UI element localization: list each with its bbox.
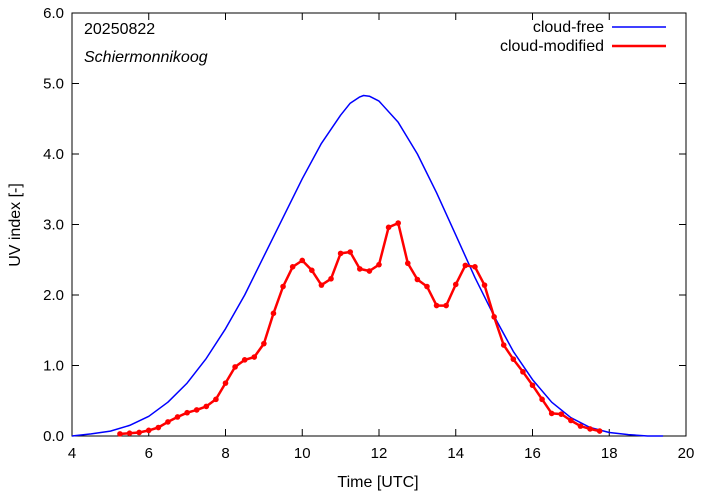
y-tick-label: 1.0 <box>43 358 64 375</box>
data-point-cloud-modified <box>577 423 584 429</box>
x-tick-label: 12 <box>371 445 388 462</box>
data-point-cloud-modified <box>433 302 440 309</box>
data-point-cloud-modified <box>165 419 171 425</box>
data-point-cloud-modified <box>193 407 200 413</box>
y-tick-label: 3.0 <box>43 217 64 234</box>
data-point-cloud-modified <box>472 264 478 270</box>
data-point-cloud-modified <box>366 268 373 274</box>
legend: cloud-free cloud-modified <box>500 19 666 55</box>
data-point-cloud-modified <box>251 354 258 360</box>
data-point-cloud-modified <box>155 424 162 431</box>
data-point-cloud-modified <box>491 314 497 320</box>
y-tick-label: 6.0 <box>43 5 64 22</box>
data-point-cloud-modified <box>414 276 421 283</box>
data-point-cloud-modified <box>126 430 133 436</box>
legend-label-cloud-modified: cloud-modified <box>500 38 604 55</box>
data-point-cloud-modified <box>443 302 449 309</box>
data-point-cloud-modified <box>385 224 392 231</box>
data-point-cloud-modified <box>596 428 603 434</box>
data-point-cloud-modified <box>261 340 267 347</box>
data-point-cloud-modified <box>462 262 469 269</box>
annotation-station: Schiermonnikoog <box>84 49 208 66</box>
x-tick-label: 4 <box>68 445 76 462</box>
data-point-cloud-modified <box>587 426 593 432</box>
x-tick-label: 16 <box>524 445 541 462</box>
x-tick-label: 6 <box>145 445 153 462</box>
data-point-cloud-modified <box>395 220 401 226</box>
y-tick-label: 5.0 <box>43 76 64 93</box>
data-point-cloud-modified <box>424 283 430 290</box>
series-line-cloud-free <box>71 94 663 437</box>
axis-ticks: 4 6 8 10 12 14 16 18 20 0.0 1.0 2.0 3.0 4.0 5.0 6.0 <box>43 5 694 462</box>
x-tick-label: 8 <box>221 445 229 462</box>
data-point-cloud-modified <box>510 356 517 362</box>
x-tick-label: 14 <box>447 445 464 462</box>
series-line-cloud-modified <box>119 221 600 436</box>
data-point-cloud-modified <box>548 410 555 417</box>
data-point-cloud-modified <box>241 357 248 363</box>
data-point-cloud-modified <box>203 403 210 410</box>
data-point-cloud-modified <box>309 267 315 274</box>
data-point-cloud-modified <box>452 281 459 288</box>
data-point-cloud-modified <box>222 380 229 386</box>
y-tick-label: 2.0 <box>43 287 64 304</box>
series-group <box>71 94 663 437</box>
data-point-cloud-modified <box>184 409 190 416</box>
data-point-cloud-modified <box>376 261 382 268</box>
data-point-cloud-modified <box>289 264 296 270</box>
x-tick-label: 10 <box>294 445 311 462</box>
plot-frame-rect <box>71 12 687 437</box>
x-axis-label: Time [UTC] <box>337 474 418 491</box>
data-point-cloud-modified <box>117 431 123 437</box>
data-point-cloud-modified <box>520 369 526 375</box>
x-tick-label: 20 <box>678 445 695 462</box>
data-point-cloud-modified <box>558 411 565 417</box>
data-point-cloud-modified <box>529 382 536 389</box>
data-point-cloud-modified <box>280 283 286 290</box>
data-point-cloud-modified <box>299 257 306 264</box>
data-point-cloud-modified <box>539 396 545 403</box>
data-point-cloud-modified <box>213 396 219 403</box>
data-point-cloud-modified <box>347 249 354 255</box>
data-point-cloud-modified <box>328 275 334 282</box>
data-point-cloud-modified <box>500 342 507 348</box>
plot-frame <box>71 12 687 437</box>
data-point-cloud-modified <box>270 310 277 317</box>
annotation-date: 20250822 <box>84 21 155 38</box>
x-tick-label: 18 <box>601 445 618 462</box>
y-axis-label: UV index [-] <box>7 183 24 267</box>
data-point-cloud-modified <box>404 260 411 267</box>
data-point-cloud-modified <box>145 427 152 434</box>
data-point-cloud-modified <box>357 266 363 272</box>
data-point-cloud-modified <box>337 250 344 257</box>
y-tick-label: 0.0 <box>43 428 64 445</box>
data-point-cloud-modified <box>174 414 181 420</box>
legend-label-cloud-free: cloud-free <box>533 19 604 36</box>
y-tick-label: 4.0 <box>43 146 64 163</box>
data-point-cloud-modified <box>318 282 325 288</box>
data-point-cloud-modified <box>568 417 574 424</box>
data-point-cloud-modified <box>136 429 142 436</box>
data-point-cloud-modified <box>232 364 238 370</box>
data-point-cloud-modified <box>481 282 488 288</box>
